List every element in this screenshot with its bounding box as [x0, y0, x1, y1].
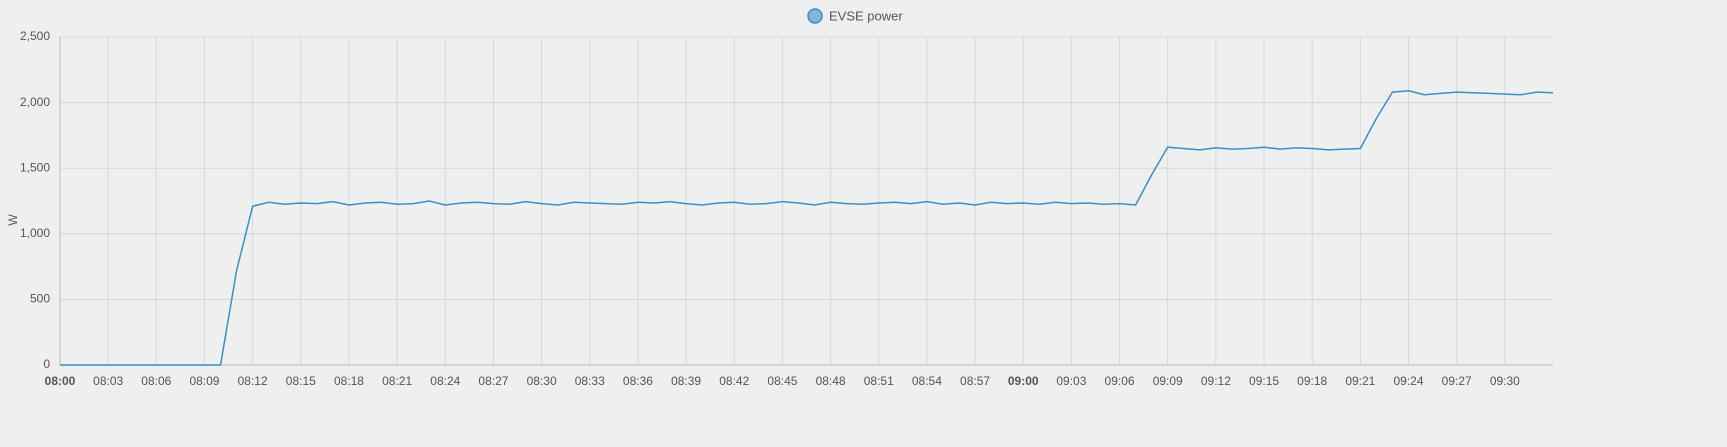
- y-tick-label: 500: [30, 292, 50, 306]
- x-tick-label: 09:06: [1105, 374, 1135, 388]
- legend-label: EVSE power: [829, 8, 903, 23]
- y-tick-label: 2,000: [20, 95, 50, 109]
- x-tick-label: 08:45: [767, 374, 797, 388]
- x-tick-label: 08:27: [478, 374, 508, 388]
- x-tick-label: 08:57: [960, 374, 990, 388]
- x-tick-label: 08:36: [623, 374, 653, 388]
- x-tick-label: 08:12: [238, 374, 268, 388]
- x-tick-label: 09:03: [1056, 374, 1086, 388]
- x-tick-label: 08:03: [93, 374, 123, 388]
- x-tick-label: 09:15: [1249, 374, 1279, 388]
- x-tick-label: 08:33: [575, 374, 605, 388]
- x-tick-label: 08:39: [671, 374, 701, 388]
- x-tick-label: 08:24: [430, 374, 460, 388]
- x-tick-label: 08:42: [719, 374, 749, 388]
- x-tick-label: 09:09: [1153, 374, 1183, 388]
- x-tick-label: 08:00: [45, 374, 76, 388]
- x-tick-label: 09:30: [1490, 374, 1520, 388]
- y-tick-label: 1,500: [20, 160, 50, 174]
- x-tick-label: 08:51: [864, 374, 894, 388]
- x-tick-label: 08:54: [912, 374, 942, 388]
- y-tick-label: 2,500: [20, 29, 50, 43]
- y-axis-label: W: [6, 214, 20, 226]
- x-tick-label: 08:06: [141, 374, 171, 388]
- x-tick-label: 08:30: [527, 374, 557, 388]
- x-tick-label: 08:15: [286, 374, 316, 388]
- x-tick-label: 08:21: [382, 374, 412, 388]
- x-tick-label: 08:09: [189, 374, 219, 388]
- x-tick-label: 09:21: [1345, 374, 1375, 388]
- x-tick-label: 09:18: [1297, 374, 1327, 388]
- x-tick-label: 08:48: [816, 374, 846, 388]
- x-tick-label: 09:00: [1008, 374, 1039, 388]
- x-tick-label: 09:12: [1201, 374, 1231, 388]
- legend-marker: [807, 8, 823, 24]
- data-line: [60, 90, 1554, 366]
- x-tick-label: 08:18: [334, 374, 364, 388]
- y-tick-label: 0: [43, 357, 50, 371]
- y-tick-label: 1,000: [20, 226, 50, 240]
- x-tick-label: 09:24: [1394, 374, 1424, 388]
- x-tick-label: 09:27: [1442, 374, 1472, 388]
